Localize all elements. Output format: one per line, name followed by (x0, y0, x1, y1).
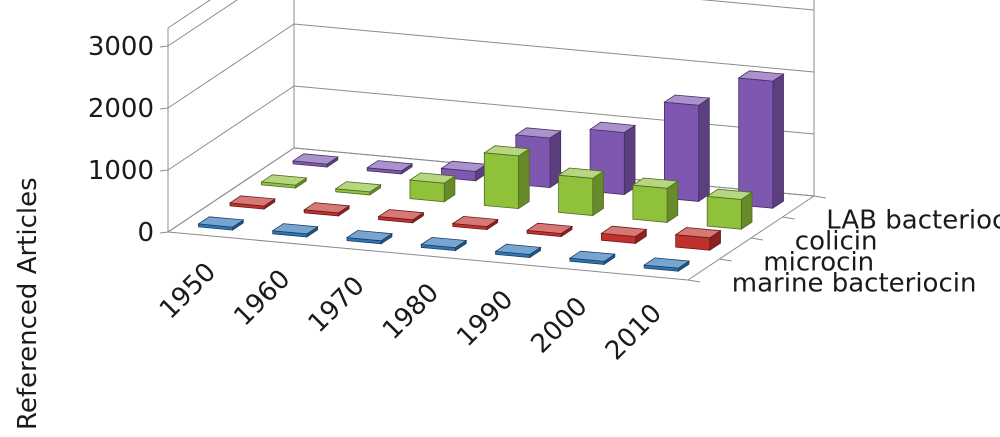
bar-microcin-1960 (303, 202, 351, 217)
y-tick-label: 3000 (88, 32, 154, 62)
depth-tick (813, 195, 827, 199)
bar-colicin-1970 (408, 172, 457, 203)
bar-microcin-1990 (525, 222, 574, 238)
chart-walls (166, 0, 827, 283)
y-tick-label: 0 (137, 218, 154, 248)
bar-marine-bacteriocin-2000 (568, 250, 616, 266)
bar-lab-bacteriocin-2000 (663, 94, 711, 203)
depth-tick (782, 216, 795, 220)
series-label: marine bacteriocin (732, 269, 977, 299)
bars-group (197, 70, 785, 272)
gridline (167, 23, 815, 109)
bar-marine-bacteriocin-1990 (494, 243, 542, 259)
y-tick-mark (159, 107, 169, 110)
y-axis-ticks: 0 1000 2000 3000 (88, 32, 154, 248)
y-tick-mark (159, 169, 169, 172)
bar-marine-bacteriocin-1950 (197, 216, 245, 231)
bar-marine-bacteriocin-1970 (345, 230, 394, 245)
series-label: LAB bacteriocin (826, 206, 1000, 236)
x-tick-label: 1960 (228, 264, 296, 332)
gridline (167, 85, 815, 171)
bar-colicin-2000 (631, 177, 679, 224)
gridline (167, 0, 815, 47)
bar-microcin-2010 (674, 227, 722, 251)
x-tick-label: 1980 (377, 278, 445, 346)
bar-marine-bacteriocin-2010 (643, 257, 691, 272)
bar-microcin-2000 (600, 225, 648, 245)
y-tick-label: 1000 (88, 156, 154, 186)
x-tick-label: 2010 (600, 298, 668, 366)
bar-microcin-1970 (377, 209, 425, 224)
bar-colicin-1960 (334, 181, 382, 196)
bar-microcin-1950 (228, 195, 276, 210)
depth-tick (750, 237, 764, 241)
series-label: colicin (795, 227, 878, 257)
bar-marine-bacteriocin-1960 (271, 223, 319, 238)
bar-colicin-1980 (483, 145, 531, 210)
bar-microcin-1980 (451, 215, 499, 231)
x-tick-label: 1990 (451, 285, 519, 353)
depth-tick (719, 258, 732, 262)
bar-lab-bacteriocin-1950 (291, 153, 339, 168)
bar-colicin-1990 (557, 167, 605, 217)
bar-lab-bacteriocin-1960 (366, 160, 414, 175)
bar-colicin-2010 (706, 188, 754, 230)
y-tick-mark (159, 45, 169, 48)
series-label: microcin (763, 248, 874, 278)
x-tick-label: 2000 (526, 291, 594, 359)
x-tick-label: 1950 (154, 257, 222, 325)
bar-colicin-1950 (260, 174, 308, 189)
bar-lab-bacteriocin-2010 (737, 70, 785, 209)
y-tick-label: 2000 (88, 94, 154, 124)
x-axis-ticks: 1950 1960 1970 1980 1990 2000 2010 (154, 257, 668, 366)
bar-marine-bacteriocin-1980 (420, 236, 468, 252)
y-tick-mark (159, 231, 169, 234)
depth-tick (687, 279, 701, 283)
x-tick-label: 1970 (303, 271, 371, 339)
y-axis-title: Referenced Articles (13, 177, 43, 430)
